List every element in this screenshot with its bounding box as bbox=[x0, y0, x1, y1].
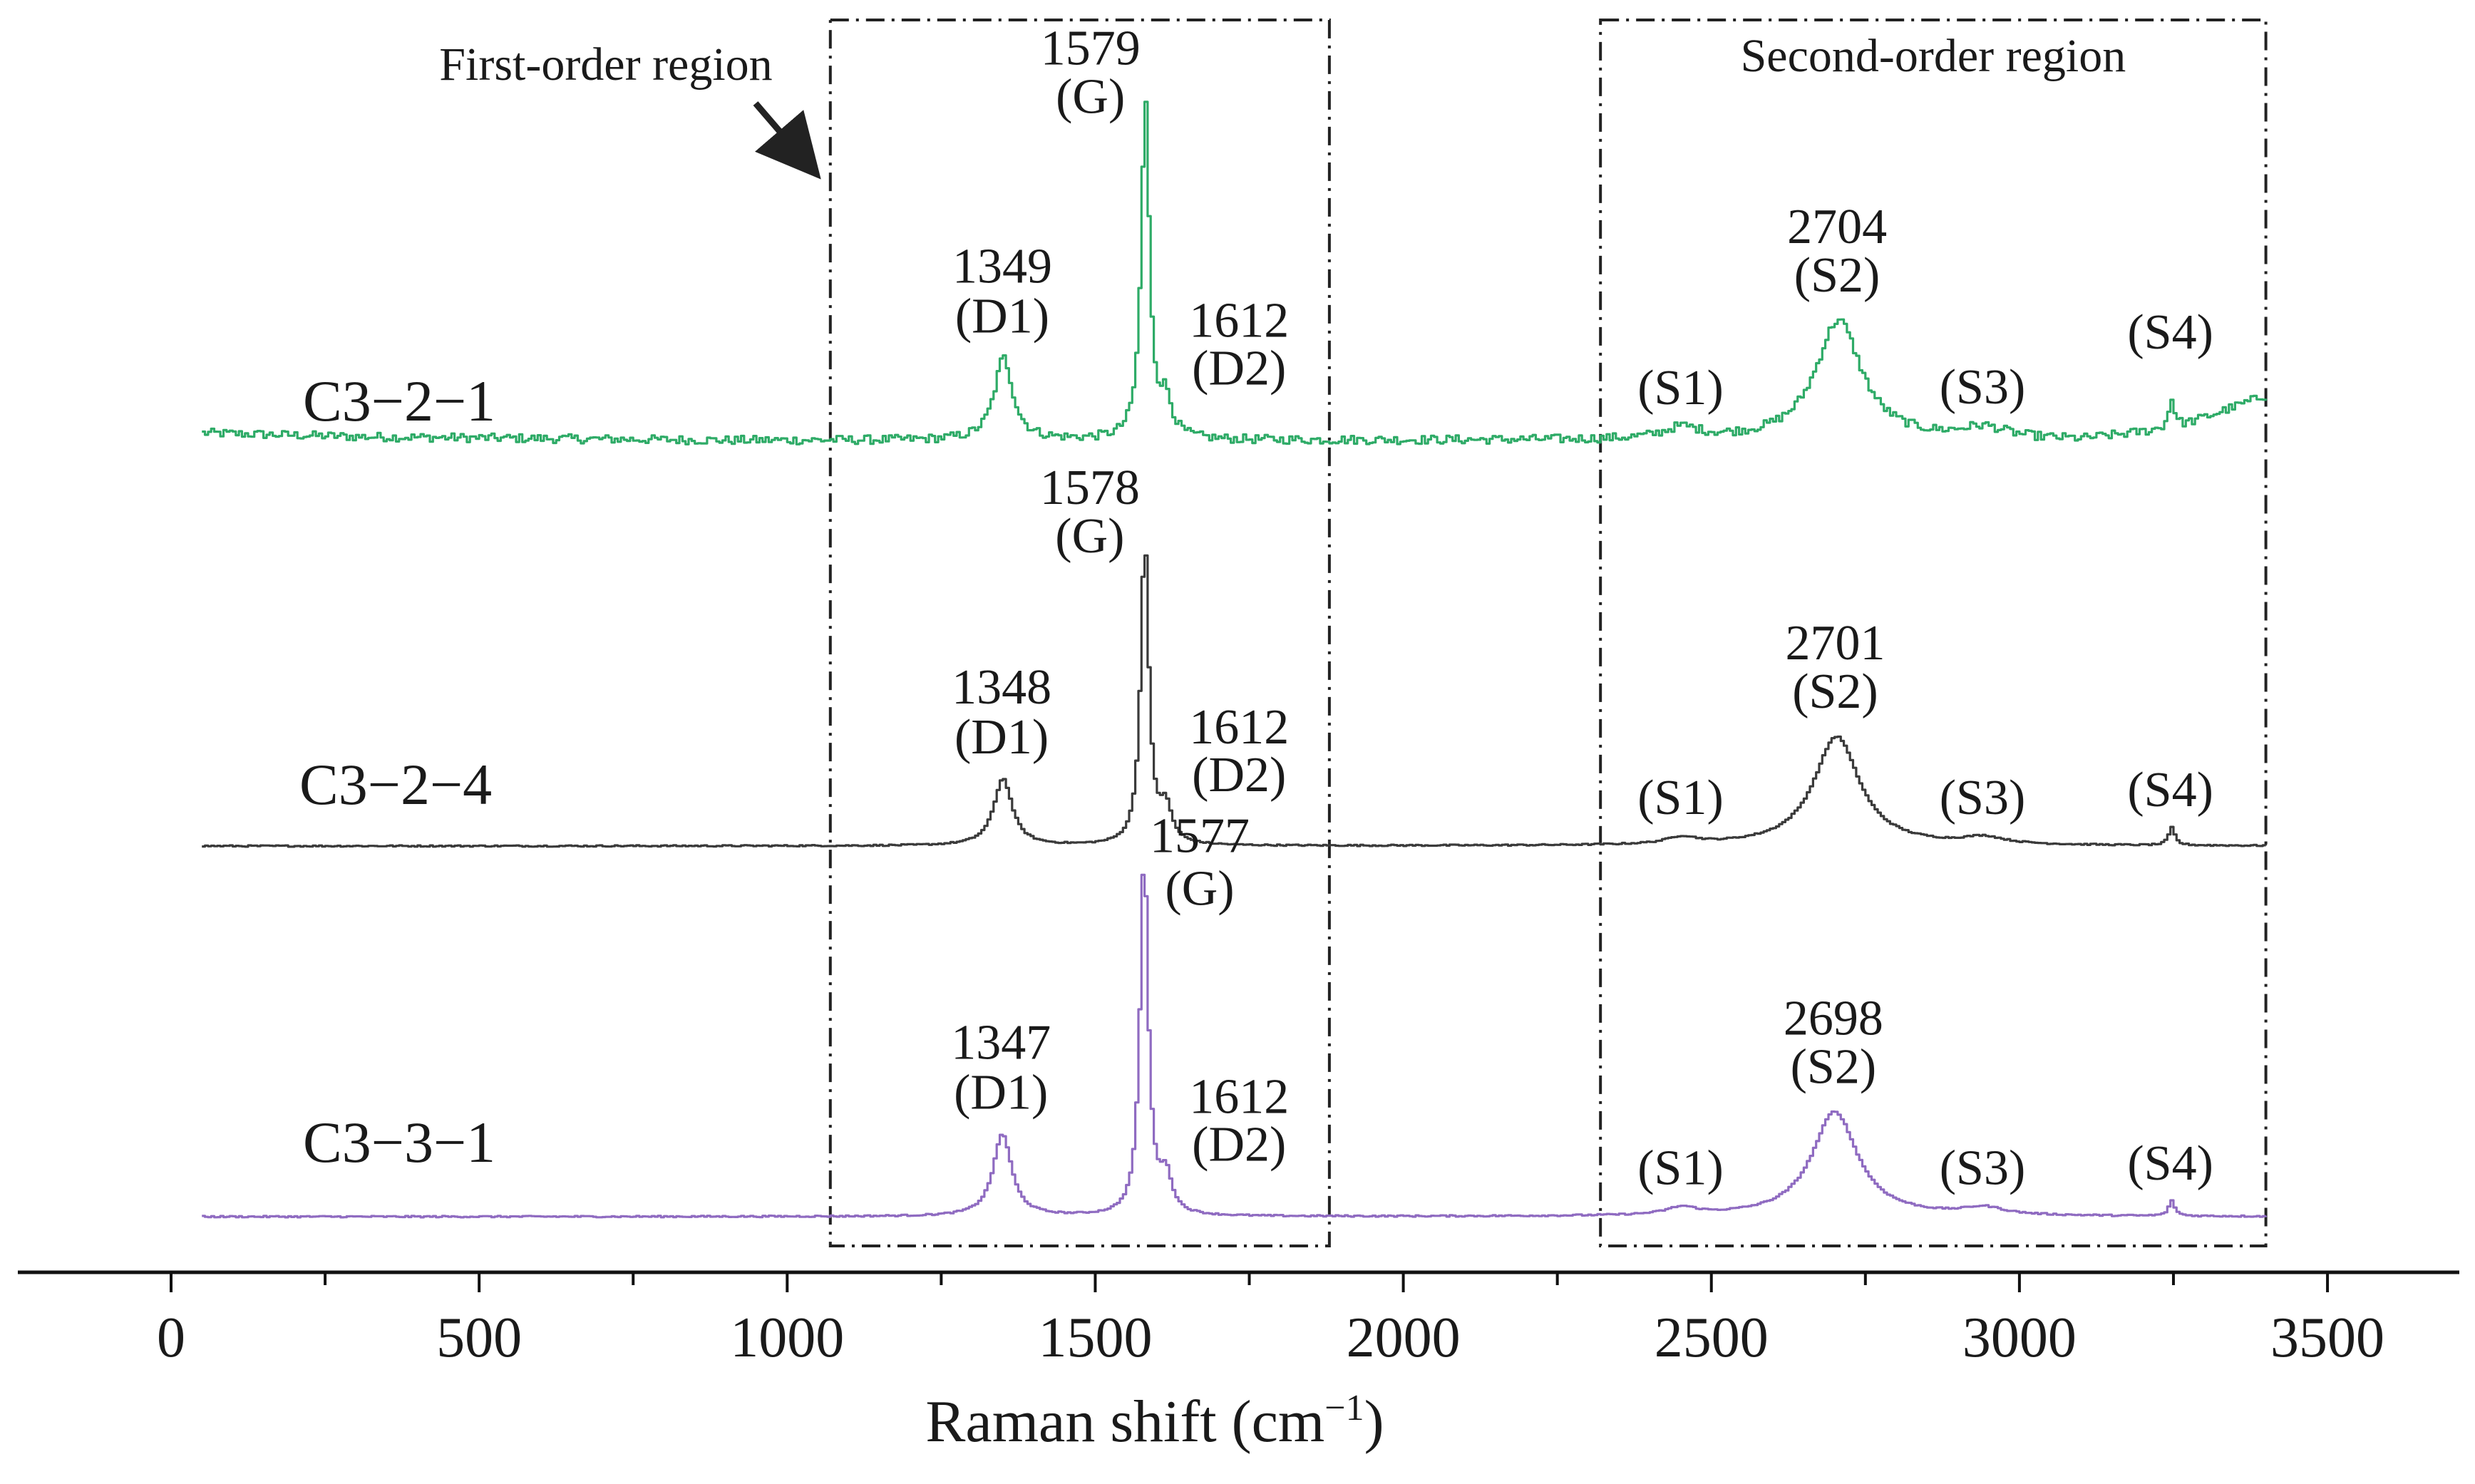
peak-value-d1-s3: 1347 bbox=[951, 1016, 1051, 1071]
region-arrow bbox=[753, 101, 821, 180]
x-tick-label: 3500 bbox=[2270, 1307, 2384, 1369]
peak-label-s3-s3: (S3) bbox=[1940, 1141, 2026, 1196]
peak-label-s2-s2: (S2) bbox=[1792, 664, 1878, 719]
peak-value-d2-s3: 1612 bbox=[1189, 1070, 1289, 1125]
peak-value-d1-s1: 1349 bbox=[952, 239, 1052, 294]
peak-label-d1-s3: (D1) bbox=[954, 1066, 1048, 1120]
peak-value-g-s2: 1578 bbox=[1040, 460, 1140, 515]
second-order-region-label: Second-order region bbox=[1741, 30, 2126, 82]
peak-value-d2-s1: 1612 bbox=[1189, 293, 1289, 348]
peak-label-s1-s3: (S1) bbox=[1637, 1141, 1724, 1196]
peak-label-s4-s1: (S4) bbox=[2127, 305, 2213, 360]
region-box-2 bbox=[1599, 19, 2268, 1247]
peak-label-s2-s1: (S2) bbox=[1794, 248, 1880, 303]
x-axis-title: Raman shift (cm−1) bbox=[925, 1388, 1384, 1455]
peak-value-s2-s2: 2701 bbox=[1785, 616, 1885, 671]
x-axis: 0 500 1000 1500 2000 2500 3000 3500 bbox=[18, 1270, 2459, 1369]
peak-label-s2-s3: (S2) bbox=[1791, 1040, 1877, 1095]
peak-label-d1-s1: (D1) bbox=[955, 289, 1049, 344]
series-layer bbox=[202, 101, 2268, 1219]
x-tick-label: 3000 bbox=[1962, 1307, 2077, 1369]
series-line-2 bbox=[202, 554, 2268, 848]
x-tick-label: 0 bbox=[157, 1307, 185, 1369]
peak-label-d2-s2: (D2) bbox=[1192, 748, 1286, 803]
series-label-3: C3−3−1 bbox=[303, 1110, 495, 1175]
peak-label-s4-s3: (S4) bbox=[2127, 1136, 2213, 1191]
x-tick-label: 1500 bbox=[1038, 1307, 1152, 1369]
peak-label-g-s2: (G) bbox=[1055, 509, 1124, 564]
x-tick-label: 2500 bbox=[1655, 1307, 1769, 1369]
series-line-1 bbox=[202, 101, 2268, 445]
peak-label-g-s3: (G) bbox=[1165, 862, 1234, 917]
peak-value-s2-s3: 2698 bbox=[1784, 991, 1883, 1046]
x-tick-label: 500 bbox=[436, 1307, 522, 1369]
series-label-1: C3−2−1 bbox=[303, 369, 495, 433]
regions-layer: First-order region Second-order region bbox=[439, 19, 2268, 1247]
peak-value-g-s3: 1577 bbox=[1150, 809, 1250, 864]
region-box-1 bbox=[828, 19, 1331, 1247]
peak-label-d1-s2: (D1) bbox=[955, 710, 1049, 765]
first-order-region-label: First-order region bbox=[439, 38, 772, 91]
peak-label-s3-s2: (S3) bbox=[1940, 771, 2026, 825]
x-tick-label: 1000 bbox=[730, 1307, 844, 1369]
series-label-2: C3−2−4 bbox=[299, 752, 492, 817]
peak-label-s1-s1: (S1) bbox=[1637, 361, 1724, 416]
series-line-3 bbox=[202, 873, 2268, 1219]
peak-label-g-s1: (G) bbox=[1056, 69, 1125, 124]
peak-label-d2-s1: (D2) bbox=[1192, 341, 1286, 396]
peak-value-g-s1: 1579 bbox=[1041, 21, 1141, 76]
peak-value-d1-s2: 1348 bbox=[952, 660, 1051, 715]
peak-label-s1-s2: (S1) bbox=[1637, 771, 1724, 825]
peak-value-s2-s1: 2704 bbox=[1787, 200, 1887, 254]
peak-label-s4-s2: (S4) bbox=[2127, 763, 2213, 818]
peak-label-s3-s1: (S3) bbox=[1940, 360, 2026, 415]
peak-value-d2-s2: 1612 bbox=[1189, 700, 1289, 755]
x-tick-label: 2000 bbox=[1347, 1307, 1461, 1369]
peak-label-d2-s3: (D2) bbox=[1192, 1118, 1286, 1173]
